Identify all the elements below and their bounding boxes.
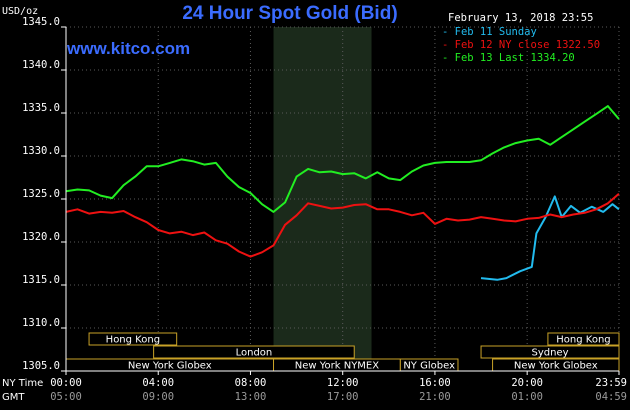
session-label: Sydney: [532, 348, 569, 359]
session-label: New York NYMEX: [295, 361, 380, 372]
session-label: New York Globex: [514, 361, 598, 372]
site-link[interactable]: www.kitco.com: [67, 39, 191, 58]
legend-item-2: - Feb 12 NY close 1322.50: [442, 39, 601, 51]
y-tick-label: 1310.0: [22, 317, 60, 329]
session-box: [480, 345, 620, 359]
y-tick-label: 1305.0: [22, 360, 60, 372]
datestamp: February 13, 2018 23:55: [448, 12, 594, 24]
session-box: [547, 332, 620, 346]
x-tick-label: 21:00: [419, 391, 451, 403]
y-tick-label: 1330.0: [22, 145, 60, 157]
session-label: London: [236, 348, 273, 359]
x-tick-label: 12:00: [327, 377, 359, 389]
session-label: New York Globex: [128, 361, 212, 372]
session-label: Hong Kong: [556, 335, 610, 346]
series-line-3: [65, 105, 620, 213]
y-tick-label: 1340.0: [22, 59, 60, 71]
x-tick-label: 13:00: [235, 391, 267, 403]
x-tick-label: 17:00: [327, 391, 359, 403]
x-tick-label: 08:00: [235, 377, 267, 389]
x-tick-label: 00:00: [50, 377, 82, 389]
series-line-2: [65, 193, 620, 258]
series-line-1: [480, 195, 620, 281]
x-tick-label: 01:00: [511, 391, 543, 403]
x-tick-label: 05:00: [50, 391, 82, 403]
x-tick-label: 04:59: [595, 391, 627, 403]
y-tick-label: 1315.0: [22, 274, 60, 286]
x-tick-label: 20:00: [511, 377, 543, 389]
y-tick-label: 1335.0: [22, 102, 60, 114]
chart-legend: - Feb 11 Sunday - Feb 12 NY close 1322.50…: [442, 26, 600, 65]
y-tick-label: 1325.0: [22, 188, 60, 200]
x-axis-row-label: NY Time: [2, 378, 43, 389]
legend-item-1: - Feb 11 Sunday: [442, 26, 537, 38]
x-tick-label: 04:00: [142, 377, 174, 389]
legend-item-3: - Feb 13 Last 1334.20: [442, 52, 575, 64]
chart-title: 24 Hour Spot Gold (Bid): [182, 3, 398, 24]
y-tick-label: 1320.0: [22, 231, 60, 243]
session-box: [88, 332, 178, 346]
x-tick-label: 23:59: [595, 377, 627, 389]
session-label: Hong Kong: [106, 335, 160, 346]
session-label: NY Globex: [403, 361, 455, 372]
x-axis-row-label: GMT: [2, 392, 25, 403]
y-tick-label: 1345.0: [22, 16, 60, 28]
x-tick-label: 09:00: [142, 391, 174, 403]
x-tick-label: 16:00: [419, 377, 451, 389]
y-axis-label: USD/oz: [2, 6, 39, 17]
session-box: [153, 345, 355, 359]
